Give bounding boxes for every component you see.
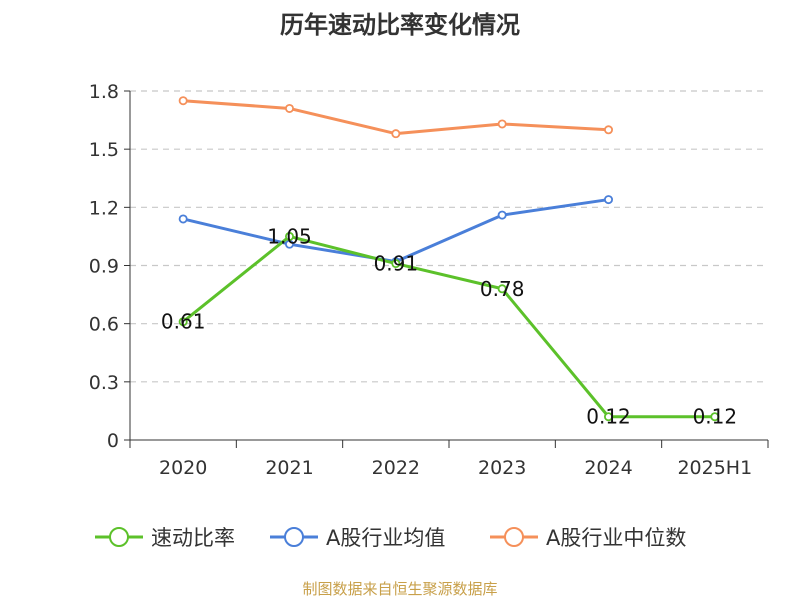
data-point xyxy=(604,195,614,205)
data-point xyxy=(284,103,294,113)
data-point xyxy=(497,210,507,220)
y-tick-label: 1.8 xyxy=(89,81,119,103)
legend-marker xyxy=(504,527,524,547)
legend: 速动比率 A股行业均值 A股行业中位数 xyxy=(95,526,686,550)
x-axis: 2020 2021 2022 2023 2024 2025H1 xyxy=(129,439,769,479)
y-tick-label: 1.5 xyxy=(89,139,119,161)
data-point xyxy=(178,317,188,327)
grid xyxy=(130,90,768,383)
y-tick-label: 0.9 xyxy=(89,256,119,278)
legend-marker xyxy=(284,527,304,547)
legend-label: A股行业均值 xyxy=(326,526,445,550)
x-tick-label: 2021 xyxy=(265,457,313,479)
data-label: 0.61 xyxy=(161,310,206,334)
data-point xyxy=(497,284,507,294)
legend-label: 速动比率 xyxy=(151,526,235,550)
data-label: 0.78 xyxy=(480,277,525,301)
data-point xyxy=(284,231,294,241)
y-axis: 0 0.3 0.6 0.9 1.2 1.5 1.8 xyxy=(89,81,131,452)
x-tick-label: 2020 xyxy=(159,457,207,479)
data-point xyxy=(710,412,720,422)
data-label: 0.12 xyxy=(693,405,738,429)
legend-label: A股行业中位数 xyxy=(546,526,686,550)
y-tick-label: 0.3 xyxy=(89,372,119,394)
chart-title: 历年速动比率变化情况 xyxy=(280,11,520,39)
y-tick-label: 1.2 xyxy=(89,197,119,219)
data-point xyxy=(604,125,614,135)
y-tick-label: 0.6 xyxy=(89,314,119,336)
series-line-0 xyxy=(182,234,715,419)
source-note: 制图数据来自恒生聚源数据库 xyxy=(302,580,497,598)
legend-marker xyxy=(109,527,129,547)
data-point xyxy=(391,259,401,269)
data-point xyxy=(178,96,188,106)
data-label: 0.91 xyxy=(374,252,419,276)
data-point xyxy=(178,214,188,224)
x-tick-label: 2025H1 xyxy=(677,457,752,479)
data-point xyxy=(497,119,507,129)
series-layer xyxy=(178,96,720,422)
data-point xyxy=(391,129,401,139)
x-tick-label: 2022 xyxy=(372,457,420,479)
data-point xyxy=(604,412,614,422)
data-labels: 0.61 1.05 0.91 0.78 0.12 0.12 xyxy=(161,224,737,428)
x-tick-label: 2024 xyxy=(584,457,632,479)
data-label: 0.12 xyxy=(586,405,631,429)
y-tick-label: 0 xyxy=(107,430,119,452)
series-line-2 xyxy=(183,99,609,136)
data-label: 1.05 xyxy=(267,224,312,248)
x-tick-label: 2023 xyxy=(478,457,526,479)
